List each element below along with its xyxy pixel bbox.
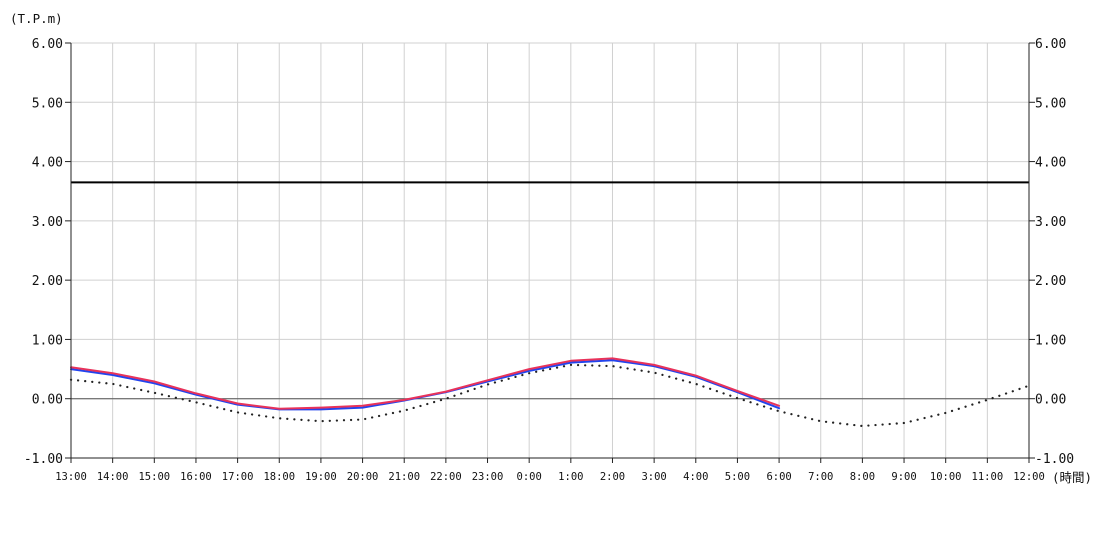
y-tick-label-left: 3.00 <box>32 215 63 230</box>
y-tick-label-left: 5.00 <box>32 96 63 111</box>
y-tick-label-left: 4.00 <box>32 156 63 171</box>
y-tick-label-right: 5.00 <box>1035 96 1066 111</box>
x-tick-label: 22:00 <box>430 471 462 483</box>
y-tick-label-right: 4.00 <box>1035 156 1066 171</box>
y-tick-label-right: 0.00 <box>1035 393 1066 408</box>
grid <box>70 42 1030 459</box>
x-tick-label: 23:00 <box>472 471 504 483</box>
x-tick-label: 5:00 <box>725 471 750 483</box>
x-tick-label: 6:00 <box>766 471 791 483</box>
y-tick-label-right: 2.00 <box>1035 274 1066 289</box>
y-unit-label: (T.P.m) <box>10 11 63 26</box>
x-tick-label: 18:00 <box>263 471 295 483</box>
x-tick-label: 8:00 <box>850 471 875 483</box>
y-tick-label-right: 6.00 <box>1035 37 1066 52</box>
series-line-solid-0 <box>70 357 781 410</box>
x-tick-label: 7:00 <box>808 471 833 483</box>
series-lines <box>69 181 1031 428</box>
y-tick-label-right: 1.00 <box>1035 333 1066 348</box>
x-tick-label: 20:00 <box>347 471 379 483</box>
x-tick-label: 1:00 <box>558 471 583 483</box>
series-line-dotted-2 <box>69 363 1031 428</box>
x-tick-label: 4:00 <box>683 471 708 483</box>
y-tick-label-left: 1.00 <box>32 333 63 348</box>
y-tick-label-right: 3.00 <box>1035 215 1066 230</box>
x-tick-label: 21:00 <box>388 471 420 483</box>
x-tick-label: 11:00 <box>972 471 1004 483</box>
y-tick-label-right: -1.00 <box>1035 452 1074 467</box>
x-tick-label: 9:00 <box>891 471 916 483</box>
x-tick-label: 10:00 <box>930 471 962 483</box>
x-unit-label: (時間) <box>1052 470 1092 485</box>
x-tick-label: 12:00 <box>1013 471 1045 483</box>
tick-labels: 6.00 6.00 5.00 5.00 4.00 4.00 3.00 3.00 2.00 2.00… <box>24 37 1074 483</box>
x-tick-label: 16:00 <box>180 471 212 483</box>
y-tick-label-left: 0.00 <box>32 393 63 408</box>
axes <box>65 42 1035 463</box>
x-tick-label: 19:00 <box>305 471 337 483</box>
x-tick-label: 3:00 <box>641 471 666 483</box>
x-tick-label: 14:00 <box>97 471 129 483</box>
x-tick-label: 2:00 <box>600 471 625 483</box>
series-line-solid-1 <box>70 359 781 411</box>
y-tick-label-left: 6.00 <box>32 37 63 52</box>
x-tick-label: 17:00 <box>222 471 254 483</box>
x-tick-label: 13:00 <box>55 471 87 483</box>
x-tick-label: 0:00 <box>517 471 542 483</box>
y-tick-label-left: 2.00 <box>32 274 63 289</box>
y-tick-label-left: -1.00 <box>24 452 63 467</box>
x-tick-label: 15:00 <box>138 471 170 483</box>
